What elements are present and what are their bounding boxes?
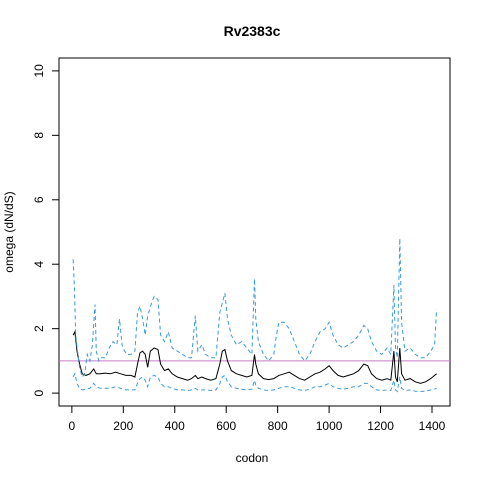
y-tick-label: 10 [32,64,46,78]
omega-estimate-line [72,330,437,384]
x-tick-label: 800 [268,419,288,433]
x-tick-label: 1000 [316,419,343,433]
upper-bound-line [72,238,438,379]
y-axis-label: omega (dN/dS) [2,191,16,272]
y-tick-label: 4 [32,261,46,268]
plot-area [59,238,450,393]
y-axis: 0 2 4 6 8 10 [32,64,60,396]
x-tick-label: 200 [113,419,133,433]
y-tick-label: 8 [32,132,46,139]
x-tick-label: 0 [69,419,76,433]
x-tick-label: 400 [165,419,185,433]
plot-frame [58,57,451,407]
x-tick-label: 600 [216,419,236,433]
chart-title: Rv2383c [224,23,281,39]
y-tick-label: 2 [32,325,46,332]
y-tick-label: 6 [32,196,46,203]
x-tick-label: 1200 [367,419,394,433]
y-tick-label: 0 [32,389,46,396]
x-axis-label: codon [236,451,269,465]
x-tick-label: 1400 [419,419,446,433]
x-axis: 0 200 400 600 800 1000 1200 1400 [69,405,446,433]
lower-bound-line [72,372,437,393]
